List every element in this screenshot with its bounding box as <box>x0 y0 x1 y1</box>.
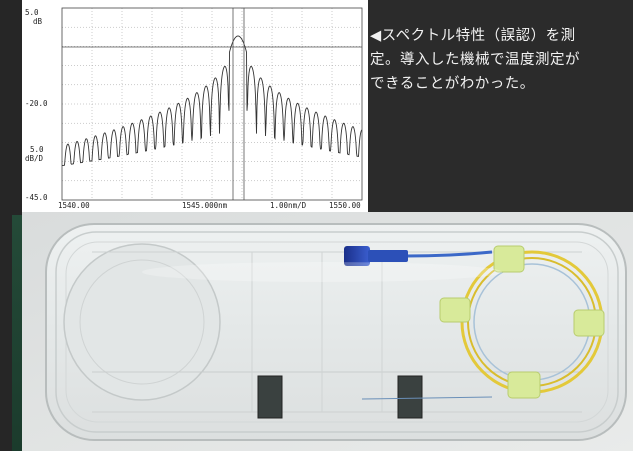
y-mid-value: -20.0 <box>25 99 48 108</box>
left-recess <box>63 243 221 401</box>
plot-frame <box>61 7 363 201</box>
y-bottom-value: -45.0 <box>25 193 48 202</box>
product-photo <box>22 212 633 451</box>
y-top-unit: dB <box>33 17 43 26</box>
x-center-label: 1545.000nm <box>182 201 228 210</box>
coil-clip-bottom <box>507 371 541 399</box>
caption-line-2: 定。導入した機械で温度測定が <box>370 52 580 68</box>
reflection <box>142 262 502 282</box>
blue-fiber-lead <box>405 250 493 258</box>
caption-line-1: ◀スペクトル特性（誤認）を測 <box>370 28 576 44</box>
spectrum-svg: 5.0 dB -20.0 5.0 dB/D -45.0 1540.00 1545… <box>22 0 368 212</box>
coil-clip-right <box>573 309 605 337</box>
x-span-label: 1.00nm/D <box>270 201 307 210</box>
photo-svg <box>22 212 633 451</box>
y-top-value: 5.0 <box>25 8 39 17</box>
thin-fiber <box>361 396 493 400</box>
sensor-pad-left <box>257 375 283 419</box>
tray-inner-rim <box>55 231 619 433</box>
y-scale-unit: dB/D <box>25 154 44 163</box>
left-green-edge <box>12 215 22 451</box>
blue-connector <box>344 246 370 266</box>
caption-line-3: できることがわかった。 <box>370 76 535 92</box>
x-start-label: 1540.00 <box>58 201 90 210</box>
coil-clip-left <box>439 297 471 323</box>
spectrum-trace <box>61 35 363 167</box>
x-end-label: 1550.00 <box>329 201 361 210</box>
left-recess-inner <box>79 259 205 385</box>
y-scale-value: 5.0 <box>30 145 44 154</box>
sensor-pad-right <box>397 375 423 419</box>
spectrum-graph: 5.0 dB -20.0 5.0 dB/D -45.0 1540.00 1545… <box>22 0 368 212</box>
caption: ◀スペクトル特性（誤認）を測 定。導入した機械で温度測定が できることがわかった… <box>370 24 633 96</box>
spectrum-grid <box>62 8 362 200</box>
coil-clip-top <box>493 245 525 273</box>
connector-boot <box>368 250 408 262</box>
